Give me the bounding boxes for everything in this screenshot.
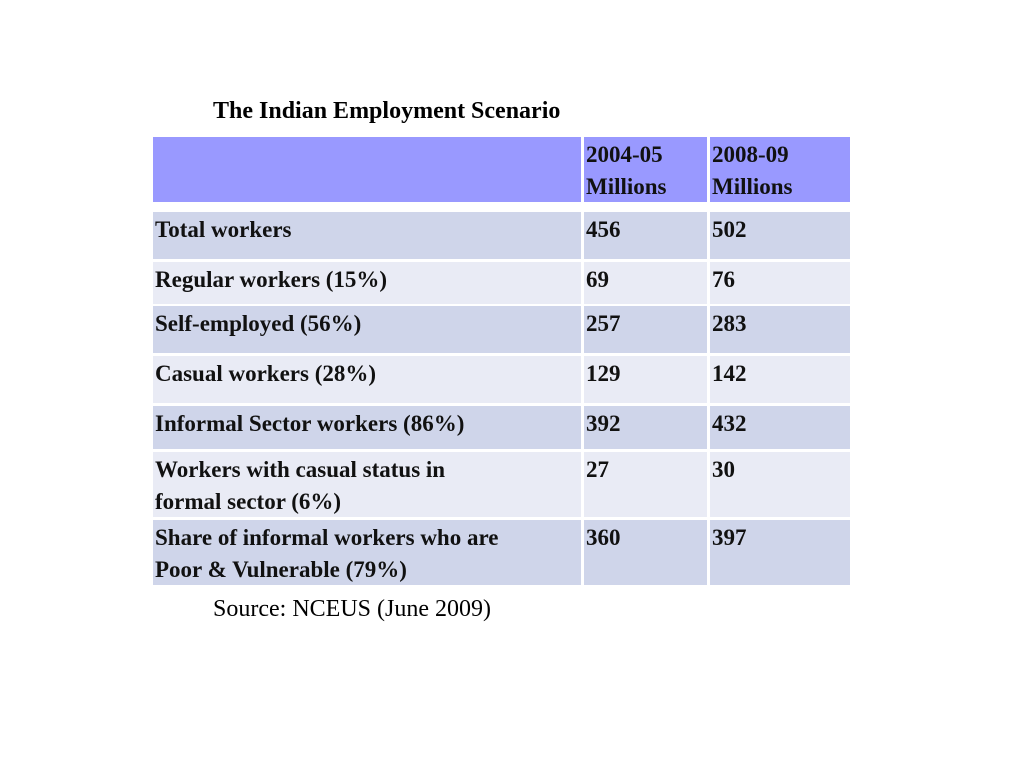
header-empty-cell: [153, 137, 581, 202]
value-cell: 30: [710, 452, 850, 517]
row-label-cell: Casual workers (28%): [153, 356, 581, 403]
header-text: 2008-09: [712, 142, 789, 167]
header-text: Millions: [712, 174, 793, 199]
table-title: The Indian Employment Scenario: [213, 98, 561, 124]
value-cell: 257: [584, 306, 707, 353]
row-label-cell: Workers with casual status in formal sect…: [153, 452, 581, 517]
row-label: Total workers: [155, 217, 292, 242]
row-label-cell: Share of informal workers who are Poor & …: [153, 520, 581, 585]
value-cell: 456: [584, 212, 707, 259]
row-label: Workers with casual status in: [155, 457, 446, 482]
row-label-cell: Informal Sector workers (86%): [153, 406, 581, 449]
row-label: Informal Sector workers (86%): [155, 411, 465, 436]
header-text: Millions: [586, 174, 667, 199]
value-cell: 27: [584, 452, 707, 517]
row-label-cell: Self-employed (56%): [153, 306, 581, 353]
row-label: Share of informal workers who are: [155, 525, 499, 550]
row-label: formal sector (6%): [155, 489, 342, 514]
header-text: 2004-05: [586, 142, 663, 167]
row-label: Self-employed (56%): [155, 311, 362, 336]
value-cell: 432: [710, 406, 850, 449]
value-cell: 283: [710, 306, 850, 353]
row-label: Poor & Vulnerable (79%): [155, 557, 407, 582]
row-label: Regular workers (15%): [155, 267, 388, 292]
value-cell: 397: [710, 520, 850, 585]
value-cell: 502: [710, 212, 850, 259]
header-cell: 2004-05 Millions: [584, 137, 707, 202]
row-label: Casual workers (28%): [155, 361, 377, 386]
header-cell: 2008-09 Millions: [710, 137, 850, 202]
value-cell: 129: [584, 356, 707, 403]
row-label-cell: Regular workers (15%): [153, 262, 581, 304]
source-note: Source: NCEUS (June 2009): [213, 596, 491, 622]
value-cell: 69: [584, 262, 707, 304]
value-cell: 142: [710, 356, 850, 403]
value-cell: 76: [710, 262, 850, 304]
value-cell: 360: [584, 520, 707, 585]
row-label-cell: Total workers: [153, 212, 581, 259]
value-cell: 392: [584, 406, 707, 449]
